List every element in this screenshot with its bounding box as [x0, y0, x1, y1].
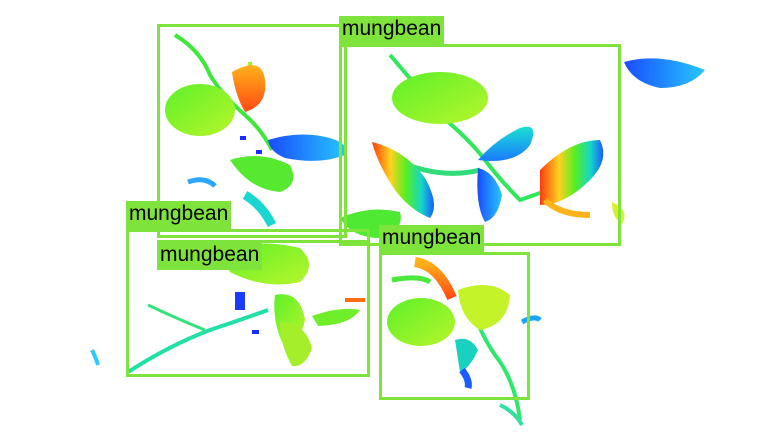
detection-box-1 — [157, 24, 347, 238]
detection-label-4: mungbean — [379, 225, 485, 253]
detection-label-3: mungbean — [157, 242, 263, 270]
detection-box-4 — [157, 240, 367, 243]
plant-top-right — [340, 53, 625, 238]
detection-box-2 — [339, 44, 621, 246]
detection-box-5 — [379, 252, 530, 400]
plant-top-left — [165, 33, 347, 228]
leaf-far-right — [624, 58, 705, 88]
plant-bottom-right — [387, 257, 542, 426]
detection-label-2: mungbean — [126, 201, 232, 229]
detection-box-3 — [126, 229, 370, 377]
detection-label-1: mungbean — [339, 16, 445, 44]
